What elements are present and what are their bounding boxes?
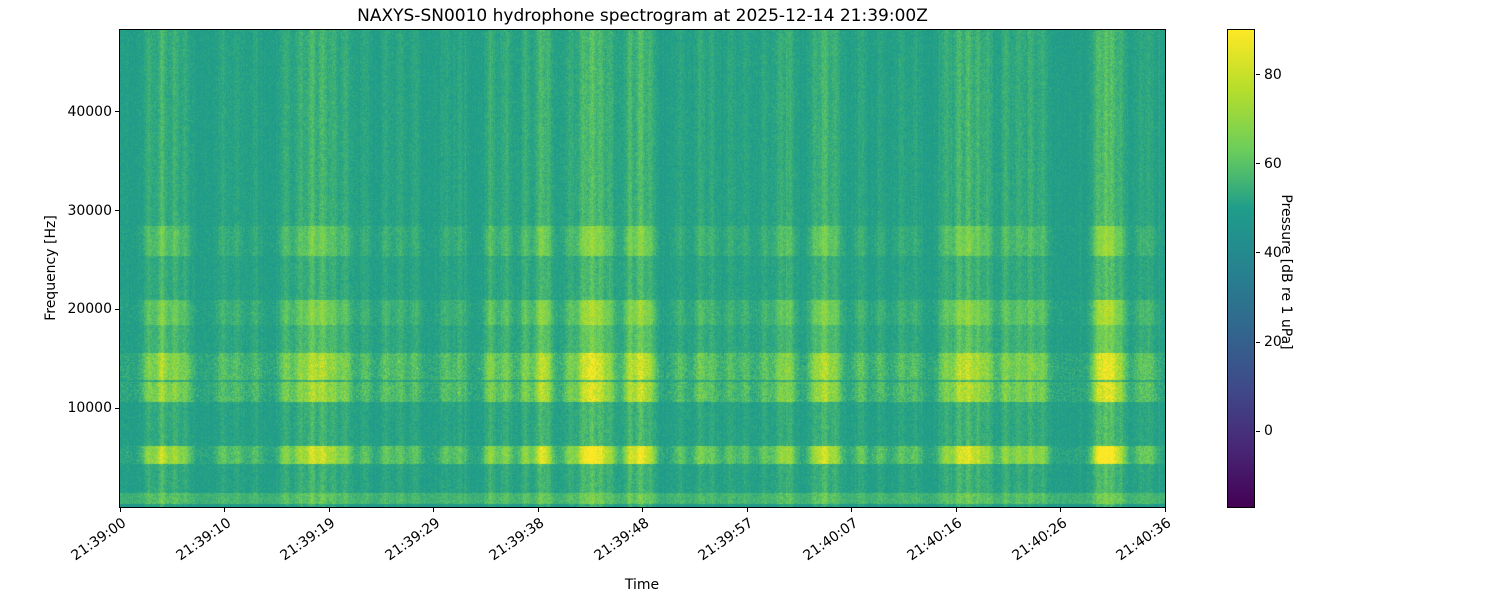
- y-tick-label: 10000: [67, 400, 112, 417]
- chart-title: NAXYS-SN0010 hydrophone spectrogram at 2…: [357, 6, 928, 26]
- x-tick-mark: [328, 508, 330, 512]
- spectrogram-plot: [119, 29, 1166, 508]
- colorbar-tick-label: 20: [1264, 334, 1282, 351]
- colorbar: [1227, 29, 1255, 508]
- x-tick-mark: [955, 508, 957, 512]
- colorbar-tick-mark: [1256, 163, 1260, 165]
- y-tick-mark: [115, 308, 119, 310]
- y-tick-label: 40000: [67, 103, 112, 120]
- x-tick-mark: [1164, 508, 1166, 512]
- colorbar-tick-label: 60: [1264, 155, 1282, 172]
- x-tick-mark: [433, 508, 434, 512]
- x-tick-mark: [746, 508, 748, 512]
- colorbar-label: Pressure [dB re 1 uPa]: [1278, 194, 1294, 350]
- y-tick-mark: [115, 407, 119, 409]
- y-tick-label: 30000: [67, 202, 112, 219]
- colorbar-tick-mark: [1256, 430, 1260, 432]
- x-tick-mark: [1060, 508, 1061, 512]
- x-tick-mark: [224, 508, 225, 512]
- x-tick-label: 21:39:00: [68, 515, 130, 565]
- y-tick-label: 20000: [67, 301, 112, 318]
- y-tick-mark: [115, 210, 119, 212]
- x-tick-mark: [537, 508, 539, 512]
- colorbar-tick-label: 80: [1264, 66, 1282, 83]
- x-axis-label: Time: [624, 577, 660, 593]
- y-tick-mark: [115, 111, 119, 113]
- colorbar-tick-mark: [1256, 341, 1260, 343]
- x-tick-mark: [851, 508, 852, 512]
- colorbar-tick-label: 0: [1264, 423, 1273, 440]
- colorbar-tick-mark: [1256, 74, 1260, 76]
- x-tick-mark: [119, 508, 121, 512]
- x-tick-mark: [642, 508, 643, 512]
- colorbar-tick-mark: [1256, 252, 1260, 254]
- colorbar-tick-label: 40: [1264, 244, 1282, 261]
